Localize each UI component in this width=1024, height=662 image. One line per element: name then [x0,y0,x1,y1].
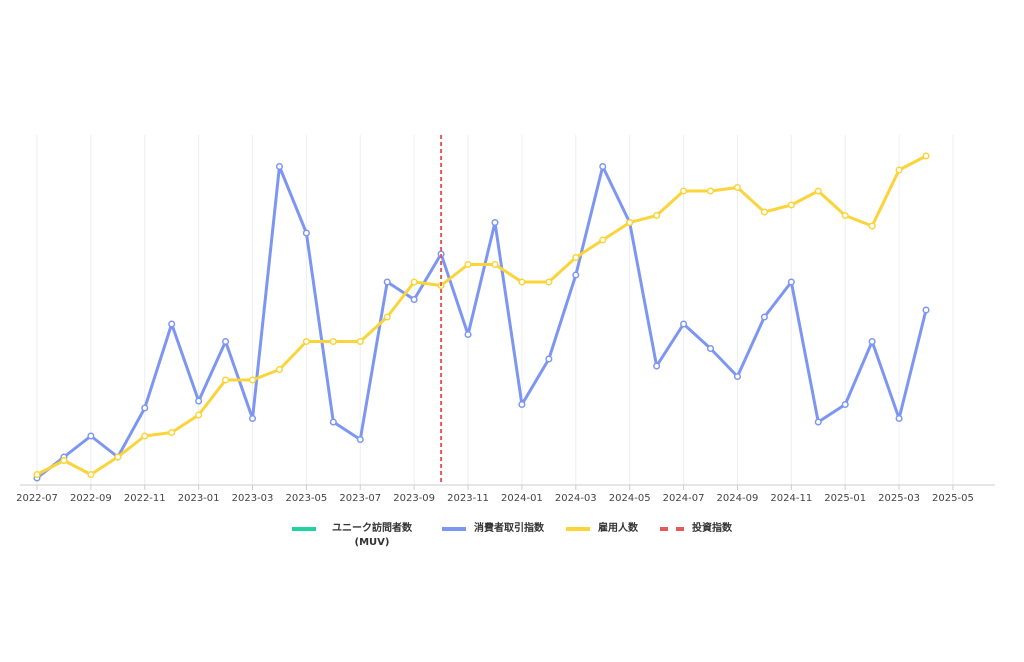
point [222,376,230,384]
point [545,355,553,363]
legend-item[interactable]: 雇用人数 [566,522,638,536]
point [599,162,607,171]
legend-label: ユニーク訪問者数 (MUV) [332,523,412,548]
point [895,414,903,423]
legend-label: 雇用人数 [598,523,638,534]
point [653,362,661,370]
point [87,470,95,479]
x-tick-label: 2023-05 [286,493,328,504]
x-tick-label: 2024-09 [717,493,759,504]
legend-swatch [566,527,590,531]
x-tick-label: 2023-07 [339,493,381,504]
point [383,278,391,286]
point [518,400,526,409]
point [168,428,176,437]
series-line [36,154,927,476]
point [383,313,391,321]
point [222,337,230,346]
point [706,344,715,353]
point [922,152,930,160]
point [787,201,795,209]
legend-label: 消費者取引指数 [474,523,544,534]
point [464,330,472,339]
point [248,376,257,384]
point [760,208,768,216]
legend-item[interactable]: 消費者取引指数 [442,522,544,536]
legend-swatch [660,527,684,531]
point [653,211,661,220]
point [302,337,310,346]
x-tick-label: 2023-09 [393,493,435,504]
point [141,432,149,440]
point [868,337,876,346]
point [491,260,499,269]
point [195,397,203,405]
point [733,372,741,381]
point [680,320,688,328]
point [410,295,418,304]
point [410,278,418,286]
point [491,218,499,227]
point [733,183,741,192]
point [356,435,364,444]
x-tick-label: 2024-01 [501,493,543,504]
point [841,400,849,409]
point [329,418,337,426]
point [114,453,122,461]
x-tick-label: 2025-05 [932,493,974,504]
point [275,365,284,374]
point [87,432,95,440]
point [33,470,41,479]
point [922,306,930,314]
point [302,229,310,237]
x-tick-label: 2023-03 [232,493,274,504]
point [787,278,795,286]
point [545,278,553,286]
point [572,253,580,262]
x-tick-label: 2024-11 [770,493,812,504]
point [814,187,822,195]
legend-label: 投資指数 [692,523,732,534]
x-tick-label: 2022-09 [70,493,112,504]
legend-item[interactable]: ユニーク訪問者数 (MUV) [292,522,420,550]
x-tick-label: 2025-03 [878,493,920,504]
x-tick-label: 2024-07 [663,493,705,504]
x-tick-label: 2023-01 [178,493,220,504]
point [760,313,768,321]
point [195,411,203,419]
x-tick-label: 2022-07 [16,493,58,504]
point [518,278,526,286]
point [599,236,607,244]
point [895,166,903,174]
point [275,162,284,171]
x-tick-label: 2022-11 [124,493,166,504]
x-tick-label: 2025-01 [824,493,866,504]
point [680,187,688,195]
series-line [36,165,928,480]
legend: ユニーク訪問者数 (MUV) 消費者取引指数 雇用人数 投資指数 [0,522,1024,550]
point [168,320,176,328]
legend-item[interactable]: 投資指数 [660,522,732,536]
point [141,404,149,412]
legend-swatch [292,527,316,531]
point [356,337,364,346]
point [814,418,822,426]
x-tick-label: 2024-05 [609,493,651,504]
point [706,187,715,195]
point [841,211,849,220]
legend-swatch [442,527,466,531]
point [868,222,876,230]
x-tick-label: 2024-03 [555,493,597,504]
point [60,456,68,465]
point [572,271,580,279]
x-tick-label: 2023-11 [447,493,489,504]
point [248,414,257,423]
point [329,337,337,346]
point [626,218,634,227]
point [464,260,472,269]
